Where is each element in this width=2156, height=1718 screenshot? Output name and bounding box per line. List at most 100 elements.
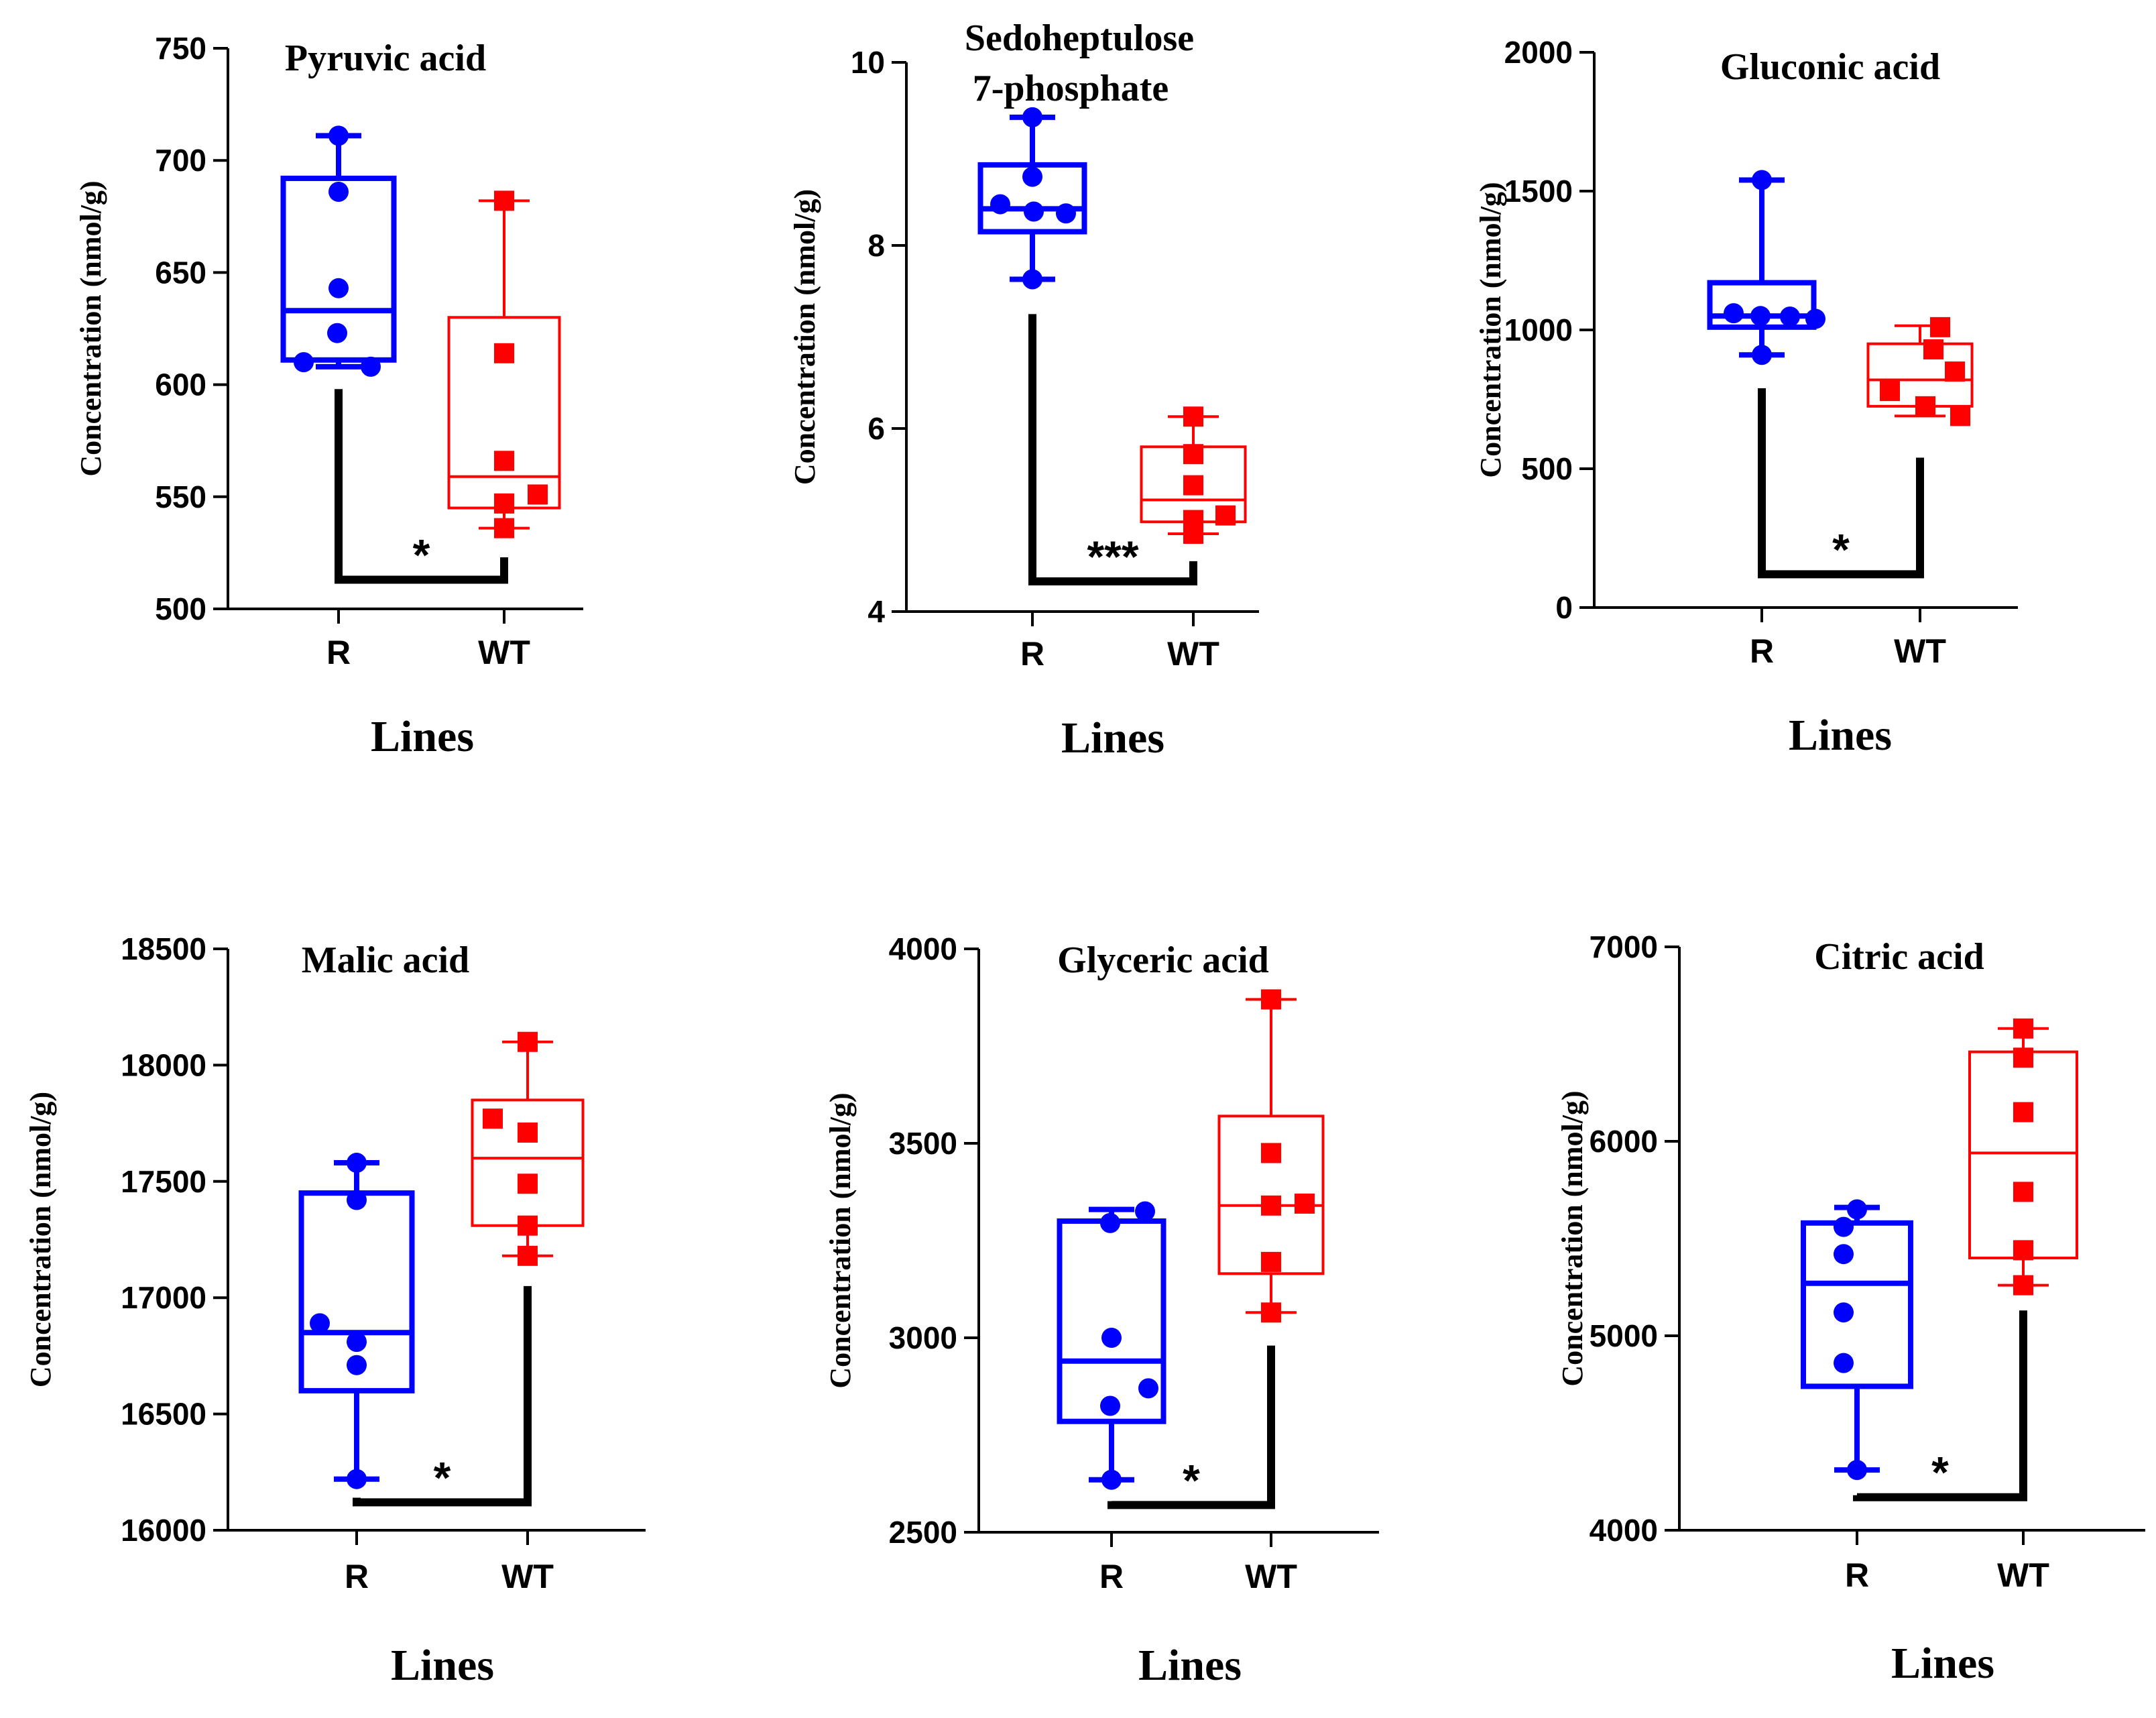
x-axis-label: Lines (1061, 713, 1164, 762)
chart-title: Citric acid (1814, 936, 1984, 978)
data-point-WT (494, 343, 514, 363)
x-tick-label: R (1099, 1558, 1124, 1595)
x-tick-label: WT (501, 1558, 554, 1595)
data-point-R (1724, 303, 1744, 324)
chart-title: Pyruvic acid (285, 38, 486, 79)
y-axis-label: Concentration (nmol/g) (824, 1092, 857, 1388)
significance-bracket (353, 1285, 532, 1507)
y-tick-label: 16500 (121, 1397, 206, 1432)
data-point-R (1024, 201, 1044, 222)
data-point-WT (1295, 1193, 1315, 1214)
data-point-WT (1183, 523, 1203, 544)
chart-panel-4: 16000 16500 17000 17500 18000 18500 R WT Concent… (24, 931, 646, 1690)
data-point-WT (518, 1173, 538, 1194)
data-point-R (1100, 1395, 1120, 1416)
chart-title: Malic acid (302, 939, 469, 981)
box-plot-WT (1140, 406, 1247, 544)
y-tick-label: 17500 (121, 1164, 206, 1199)
y-tick-label: 500 (1521, 451, 1573, 486)
chart-title: Sedoheptulose 7-phosphate (965, 17, 1194, 109)
data-point-R (328, 278, 349, 298)
y-tick-label: 17000 (121, 1280, 206, 1315)
y-tick-label: 1000 (1504, 312, 1573, 347)
data-point-R (347, 1355, 367, 1375)
data-point-R (1750, 306, 1771, 327)
data-point-R (310, 1313, 330, 1334)
data-point-WT (2013, 1018, 2033, 1039)
y-tick-label: 6000 (1590, 1124, 1658, 1159)
y-axis-label: Concentration (nmol/g) (24, 1092, 57, 1387)
data-point-WT (1183, 444, 1203, 465)
box-plot-WT (1866, 317, 1974, 426)
x-tick-label: WT (1894, 632, 1946, 670)
x-axis-label: Lines (1789, 711, 1892, 760)
y-axis-label: Concentration (nmol/g) (74, 180, 107, 476)
iqr-box (977, 162, 1087, 235)
significance-bracket (1028, 314, 1197, 585)
data-point-WT (518, 1031, 538, 1052)
y-tick-label: 5000 (1590, 1318, 1658, 1353)
y-tick-label: 550 (155, 479, 206, 514)
y-tick-label: 16000 (121, 1513, 206, 1548)
data-point-WT (1183, 475, 1203, 496)
chart-title: Gluconic acid (1720, 46, 1940, 88)
data-point-R (1847, 1460, 1867, 1481)
y-tick-label: 4 (867, 594, 885, 629)
data-point-WT (1261, 1195, 1281, 1216)
data-point-WT (494, 451, 514, 471)
data-point-R (1022, 166, 1042, 187)
box-plot-R (298, 1153, 415, 1489)
x-axis-label: Lines (1138, 1641, 1242, 1690)
box-plot-R (1707, 170, 1825, 365)
y-tick-label: 1500 (1504, 174, 1573, 209)
y-tick-label: 0 (1555, 590, 1573, 625)
x-tick-label: WT (1245, 1558, 1297, 1595)
data-point-WT (2013, 1240, 2033, 1261)
box-plot-WT (471, 1031, 585, 1266)
chart-title-line: 7-phosphate (973, 68, 1169, 109)
iqr-box (1707, 280, 1817, 330)
data-point-R (347, 1153, 367, 1173)
data-point-WT (1261, 989, 1281, 1010)
data-point-R (1101, 1469, 1122, 1490)
significance-label: * (1931, 1448, 1949, 1497)
data-point-R (1780, 306, 1800, 327)
data-point-WT (494, 190, 514, 211)
data-point-WT (483, 1108, 503, 1129)
data-point-WT (1945, 361, 1965, 382)
data-point-WT (1915, 396, 1935, 416)
data-point-R (1834, 1302, 1854, 1323)
data-point-R (1022, 107, 1042, 127)
y-tick-label: 3000 (889, 1320, 957, 1355)
x-axis-label: Lines (391, 1641, 494, 1690)
data-point-R (990, 194, 1010, 215)
y-tick-label: 750 (155, 31, 206, 66)
box-plot-WT (1968, 1018, 2078, 1296)
y-tick-label: 18500 (121, 931, 206, 966)
significance-label: * (413, 530, 430, 580)
box-plot-R (1057, 1201, 1166, 1490)
iqr-box (1217, 1114, 1325, 1275)
data-point-R (1022, 269, 1042, 290)
x-tick-label: WT (478, 634, 530, 671)
data-point-WT (2013, 1047, 2033, 1068)
significance-bracket (1107, 1345, 1275, 1509)
data-point-WT (494, 493, 514, 514)
box-plot-WT (447, 190, 561, 538)
iqr-box (1801, 1220, 1913, 1389)
chart-title: Glyceric acid (1057, 939, 1269, 981)
y-axis-label: Concentration (nmol/g) (1474, 182, 1507, 477)
data-point-R (1138, 1378, 1158, 1399)
data-point-R (347, 1190, 367, 1210)
iqr-box (1968, 1050, 2078, 1259)
data-point-R (1834, 1353, 1854, 1373)
data-point-WT (518, 1122, 538, 1143)
data-point-WT (2013, 1182, 2033, 1202)
data-point-WT (2013, 1275, 2033, 1296)
y-tick-label: 700 (155, 143, 206, 178)
data-point-WT (1183, 406, 1203, 427)
y-tick-label: 500 (155, 591, 206, 626)
y-tick-label: 4000 (889, 931, 957, 966)
significance-label: * (1183, 1455, 1200, 1505)
